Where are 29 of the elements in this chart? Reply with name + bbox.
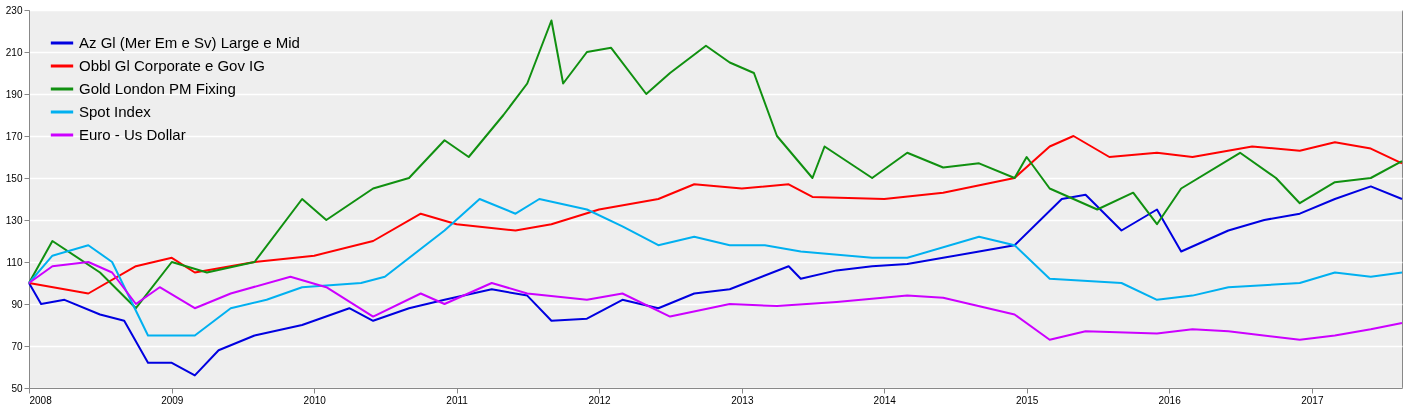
x-tick-label: 2015 xyxy=(1016,394,1039,406)
x-tick-label: 2013 xyxy=(731,394,754,406)
line-series xyxy=(28,19,1403,310)
legend-label: Euro - Us Dollar xyxy=(79,126,186,143)
y-tick-label: 190 xyxy=(5,88,23,100)
line-series xyxy=(28,198,1403,337)
legend-label: Gold London PM Fixing xyxy=(79,80,236,97)
line-series xyxy=(28,185,1403,377)
y-tick-label: 90 xyxy=(11,298,23,310)
legend-label: Spot Index xyxy=(79,103,152,120)
y-tick-label: 50 xyxy=(11,382,23,394)
y-tick-label: 170 xyxy=(5,130,23,142)
x-tick-label: 2014 xyxy=(873,394,897,406)
line-series xyxy=(28,261,1403,341)
x-tick-label: 2016 xyxy=(1158,394,1182,406)
x-tick-label: 2008 xyxy=(29,394,53,406)
legend-label: Az Gl (Mer Em e Sv) Large e Mid xyxy=(79,34,300,51)
y-tick-label: 210 xyxy=(5,46,23,58)
y-tick-label: 110 xyxy=(6,256,23,268)
y-tick-label: 70 xyxy=(11,340,23,352)
x-tick-label: 2009 xyxy=(161,394,184,406)
legend-label: Obbl Gl Corporate e Gov IG xyxy=(79,57,265,74)
y-tick-label: 150 xyxy=(5,172,23,184)
y-tick-label: 230 xyxy=(5,4,23,16)
y-tick-label: 130 xyxy=(5,214,23,226)
x-tick-label: 2017 xyxy=(1301,394,1324,406)
x-tick-label: 2011 xyxy=(446,394,469,406)
x-tick-label: 2010 xyxy=(303,394,327,406)
x-tick-label: 2012 xyxy=(588,394,612,406)
